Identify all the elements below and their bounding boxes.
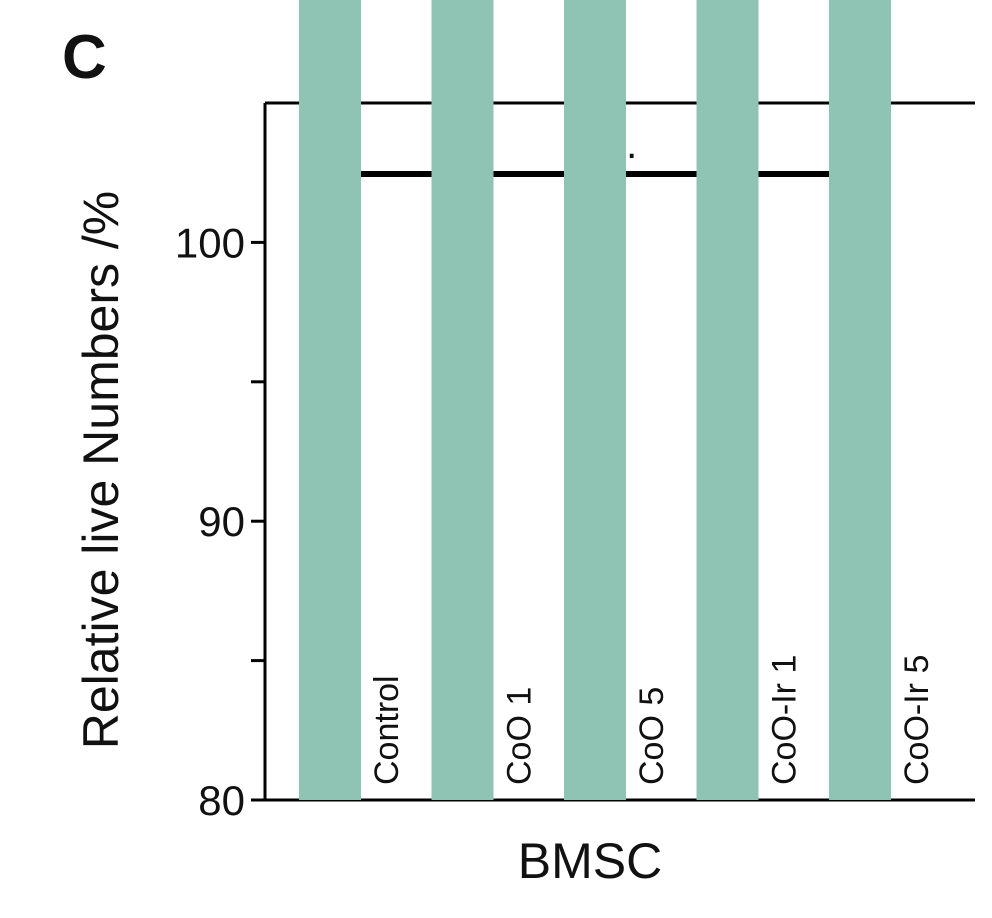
bar-segment <box>696 0 759 800</box>
x-tick-label: CoO 1 <box>501 687 539 785</box>
y-axis-label: Relative live Numbers /% <box>73 191 129 750</box>
x-axis-label: BMSC <box>518 833 662 889</box>
y-tick-label: 100 <box>175 219 245 266</box>
x-tick-label: Control <box>368 675 406 785</box>
y-tick-label: 80 <box>198 777 245 824</box>
panel-label: C <box>62 23 107 92</box>
bar-segment <box>431 0 494 801</box>
x-tick-label: CoO 5 <box>633 687 671 785</box>
bar-segment <box>299 0 361 800</box>
y-tick-label: 90 <box>198 498 245 545</box>
bar-segment <box>829 0 891 800</box>
bar-segment <box>564 0 626 801</box>
x-tick-label: CoO-Ir 1 <box>766 655 804 785</box>
x-tick-label: CoO-Ir 5 <box>898 655 936 785</box>
